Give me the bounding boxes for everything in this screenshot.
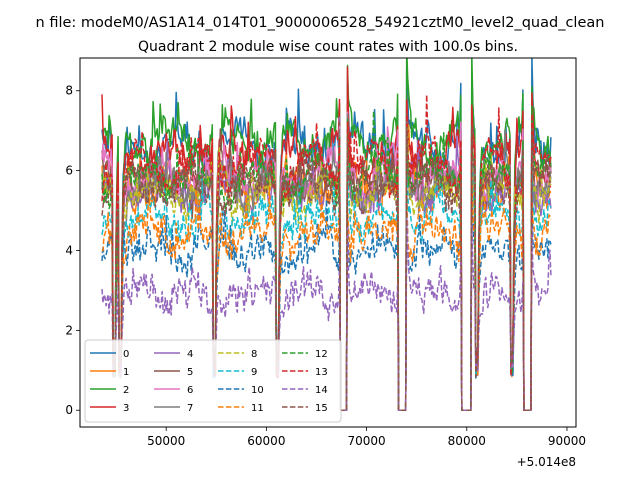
legend-label-14: 14 bbox=[315, 385, 328, 396]
x-tick-label: 70000 bbox=[347, 434, 385, 448]
y-tick-label: 8 bbox=[65, 84, 73, 98]
legend-label-15: 15 bbox=[315, 403, 328, 414]
legend-frame bbox=[84, 339, 342, 423]
series-layer bbox=[101, 58, 552, 411]
legend-label-6: 6 bbox=[187, 385, 193, 396]
y-axis: 0 2 4 6 8 bbox=[65, 84, 80, 417]
legend-label-4: 4 bbox=[187, 349, 193, 360]
plot-frame bbox=[79, 57, 577, 428]
y-tick-label: 0 bbox=[65, 403, 73, 417]
y-tick-label: 4 bbox=[65, 243, 73, 257]
y-tick-label: 6 bbox=[65, 164, 73, 178]
x-tick-label: 90000 bbox=[548, 434, 586, 448]
legend-label-9: 9 bbox=[251, 367, 257, 378]
legend-label-1: 1 bbox=[123, 367, 129, 378]
x-axis: 50000 60000 70000 80000 90000 bbox=[147, 427, 586, 448]
legend-label-8: 8 bbox=[251, 349, 257, 360]
legend-label-12: 12 bbox=[315, 349, 328, 360]
x-axis-offset-label: +5.014e8 bbox=[517, 455, 576, 469]
series-line-11 bbox=[101, 177, 552, 411]
chart-title: Quadrant 2 module wise count rates with … bbox=[138, 39, 518, 55]
legend-label-11: 11 bbox=[251, 403, 264, 414]
x-tick-label: 50000 bbox=[147, 434, 185, 448]
y-tick-label: 2 bbox=[65, 323, 73, 337]
legend-label-0: 0 bbox=[123, 349, 129, 360]
x-tick-label: 80000 bbox=[448, 434, 486, 448]
legend-label-3: 3 bbox=[123, 403, 129, 414]
legend-label-13: 13 bbox=[315, 367, 328, 378]
legend-label-7: 7 bbox=[187, 403, 193, 414]
chart-suptitle: n file: modeM0/AS1A14_014T01_9000006528_… bbox=[36, 15, 605, 31]
legend-label-10: 10 bbox=[251, 385, 264, 396]
series-line-15 bbox=[101, 126, 552, 411]
legend-label-2: 2 bbox=[123, 385, 129, 396]
legend-label-5: 5 bbox=[187, 367, 193, 378]
x-tick-label: 60000 bbox=[247, 434, 285, 448]
